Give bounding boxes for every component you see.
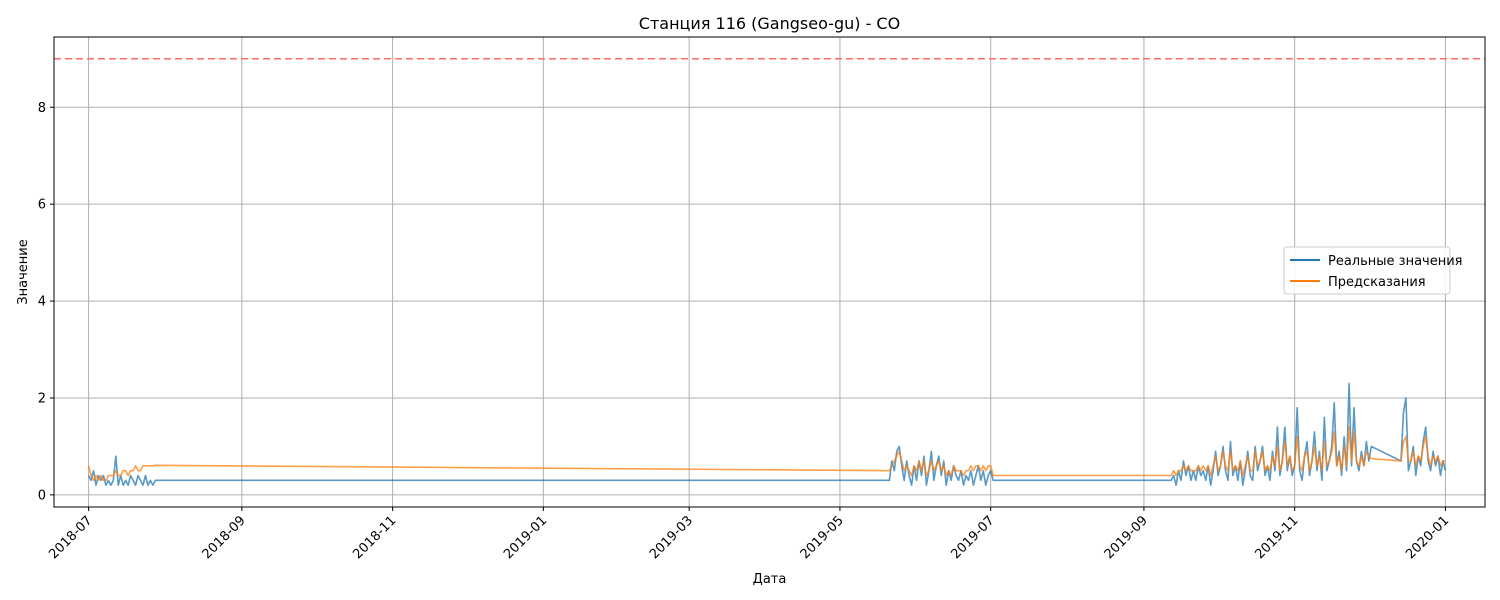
series-line-actual xyxy=(87,382,1447,487)
legend-label-prediction: Предсказания xyxy=(1328,275,1426,290)
legend: Реальные значения Предсказания xyxy=(1283,246,1463,295)
y-tick-label: 0 xyxy=(38,488,46,503)
y-axis: 0 2 4 6 8 xyxy=(38,101,54,503)
plot-frame xyxy=(53,36,1486,508)
legend-label-actual: Реальные значения xyxy=(1328,254,1463,269)
y-axis-label: Значение xyxy=(16,239,31,304)
y-tick-label: 8 xyxy=(38,101,46,116)
chart-title: Станция 116 (Gangseo-gu) - CO xyxy=(639,14,900,33)
y-tick-label: 2 xyxy=(38,391,46,406)
x-axis-label: Дата xyxy=(753,572,787,587)
grid xyxy=(54,37,1485,507)
y-tick-label: 6 xyxy=(38,198,46,213)
series-group xyxy=(87,382,1447,487)
series-line-prediction xyxy=(87,426,1446,482)
legend-frame xyxy=(1283,246,1451,295)
y-tick-label: 4 xyxy=(38,295,46,310)
